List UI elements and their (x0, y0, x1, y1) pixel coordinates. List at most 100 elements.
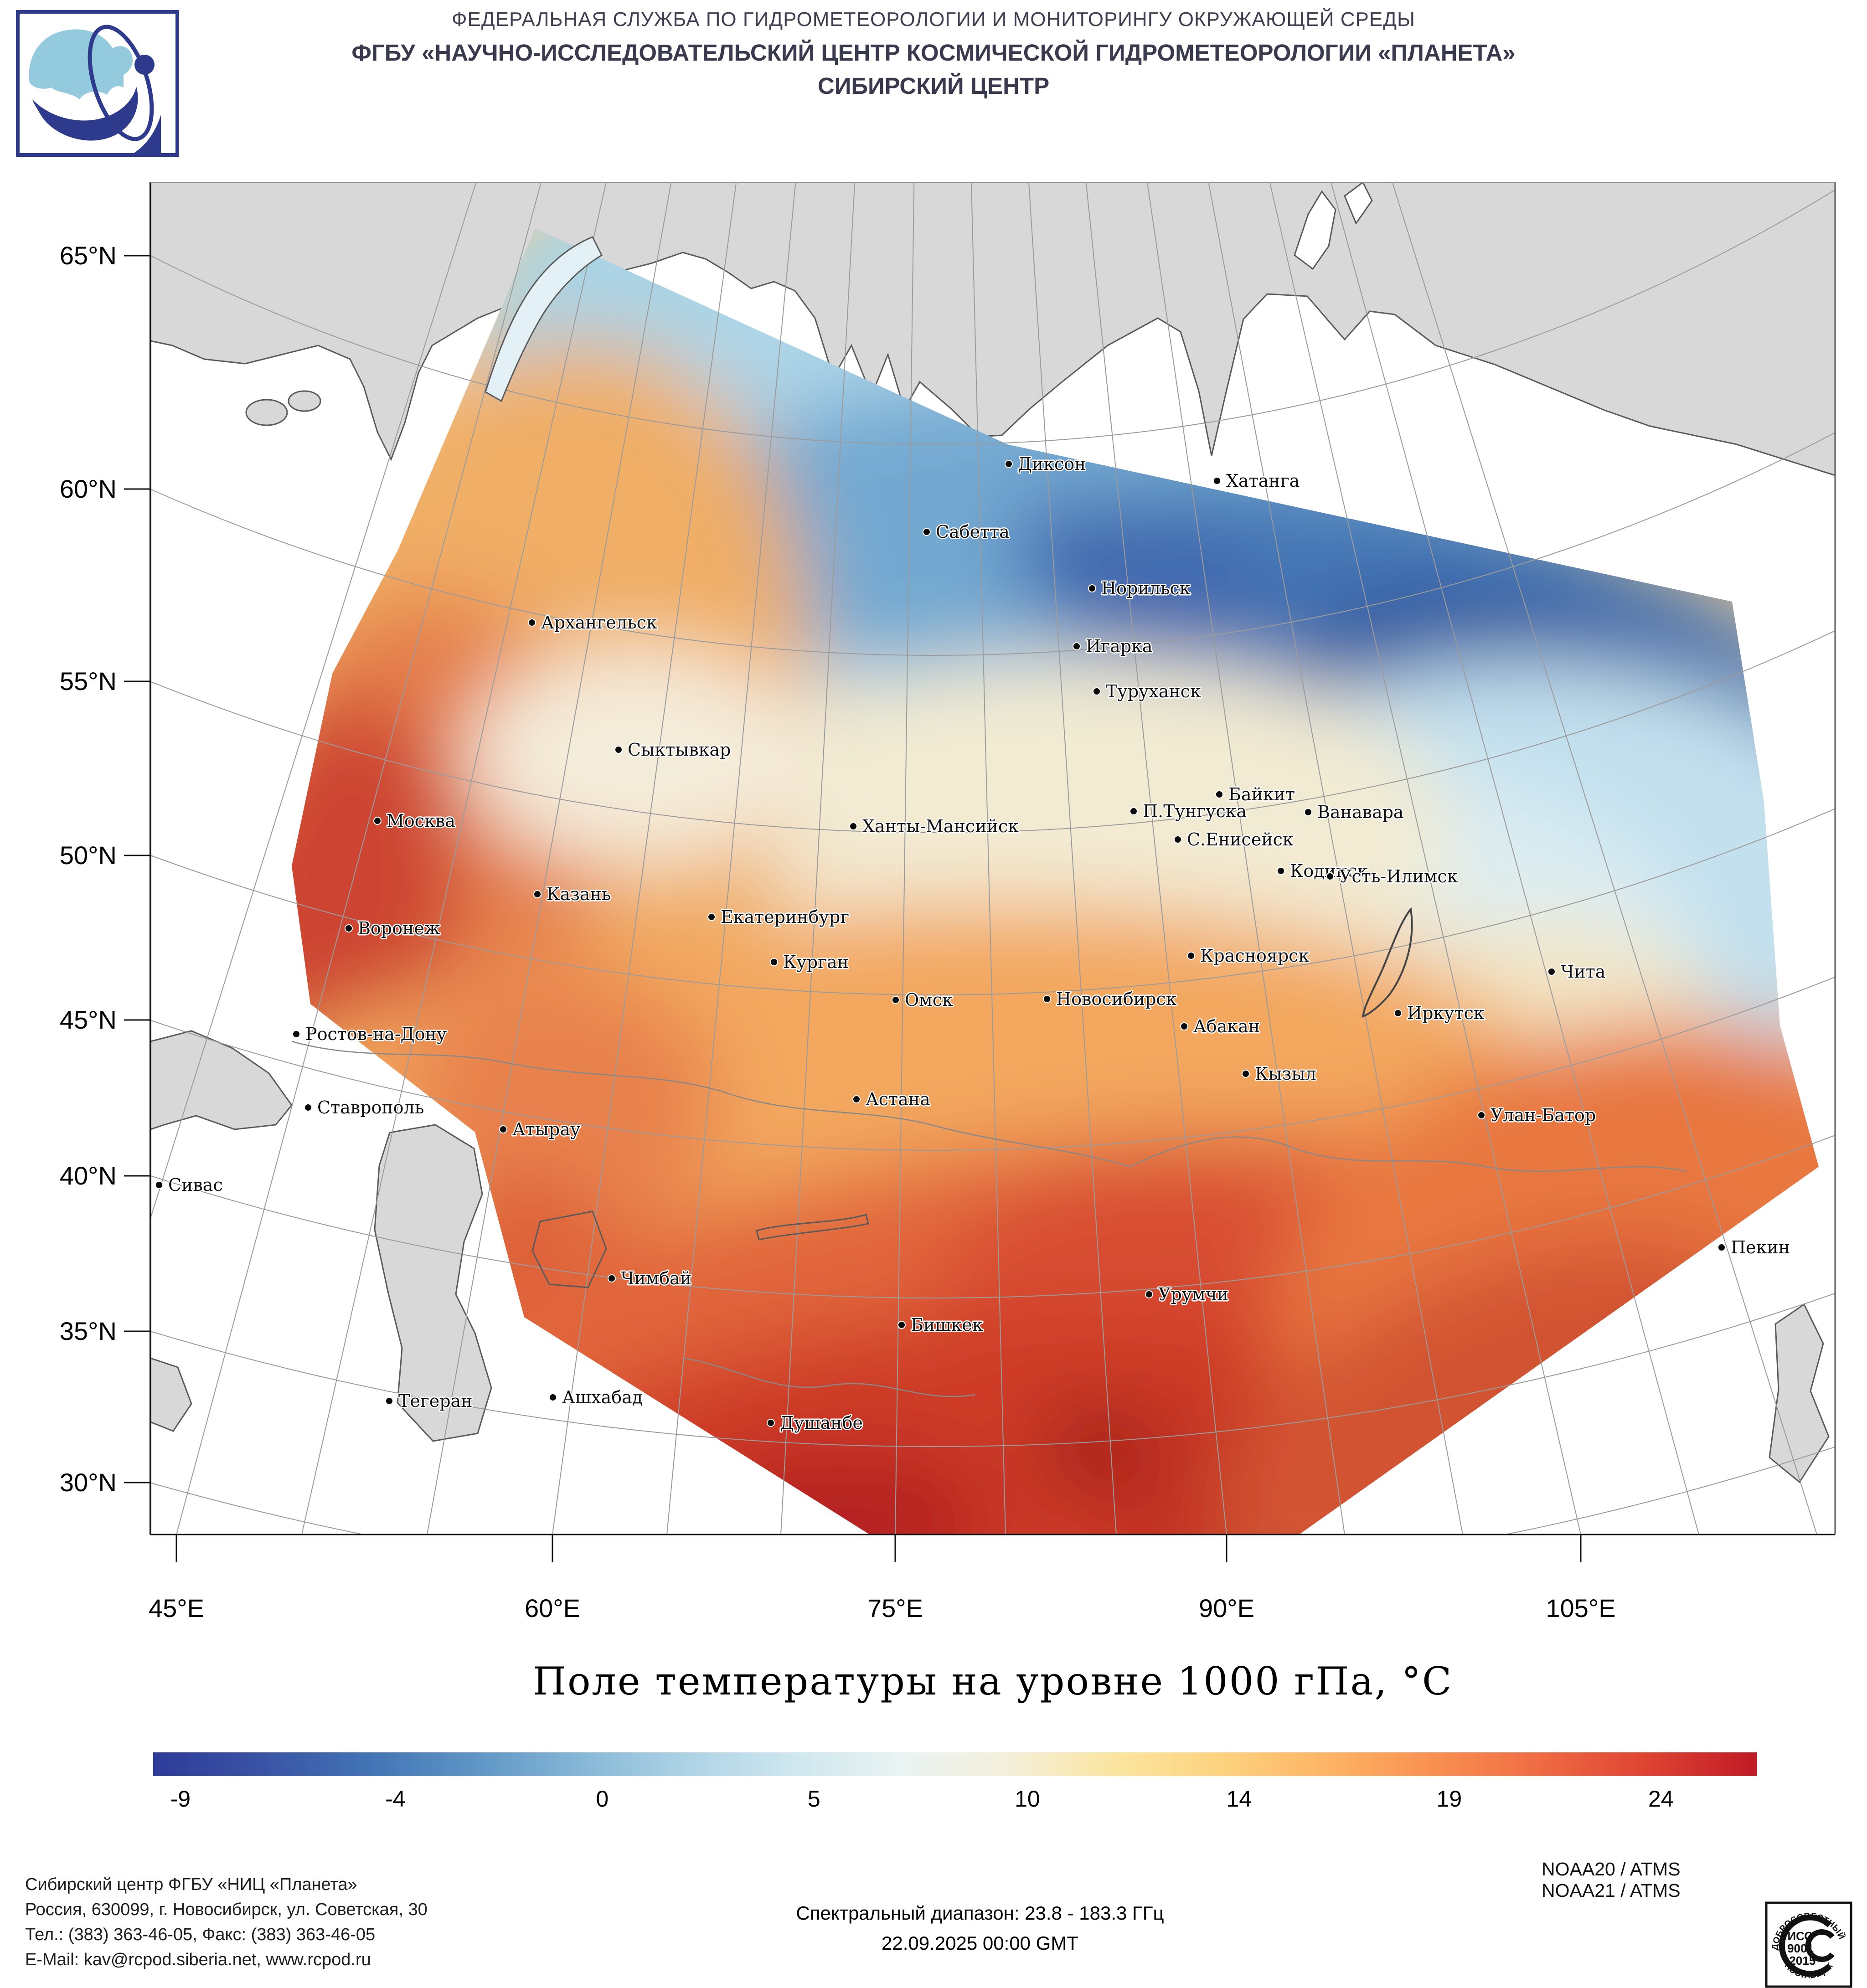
footer-satellite-line: NOAA20 / ATMS (1542, 1859, 1681, 1880)
footer-contact-line: Тел.: (383) 363-46-05, Факс: (383) 363-4… (25, 1925, 376, 1944)
colorbar-tick-label: 10 (1015, 1786, 1040, 1812)
city-label: Улан-Батор (1491, 1105, 1596, 1125)
meridian-line (1146, 182, 1345, 1535)
city-dot (1145, 1290, 1153, 1298)
city-dot (1547, 968, 1556, 976)
city-dot (614, 746, 623, 754)
city-label: Сыктывкар (628, 740, 731, 760)
longitude-label: 105°E (1546, 1594, 1615, 1622)
city-label: Ставрополь (317, 1097, 424, 1118)
city-label: Сивас (168, 1175, 223, 1195)
iso-badge-center-2: 9001 (1787, 1942, 1814, 1955)
colorbar-tick-label: 19 (1436, 1786, 1462, 1812)
city-label: Омск (905, 990, 953, 1010)
latitude-label: 55°N (60, 667, 117, 695)
city-dot (385, 1397, 393, 1405)
city-dot (892, 996, 900, 1004)
city-dot (1043, 995, 1051, 1003)
meridian-line (150, 182, 477, 1220)
city-dot (707, 913, 716, 921)
header-center-line: СИБИРСКИЙ ЦЕНТР (817, 73, 1050, 99)
city-dot (767, 1419, 775, 1427)
city-label: Байкит (1228, 784, 1295, 804)
city-label: Екатеринбург (721, 907, 849, 927)
city-dot (528, 618, 536, 627)
city-dot (923, 528, 931, 536)
meridian-line (1392, 182, 1817, 1535)
yellow-sea (1769, 1303, 1830, 1483)
city-label: Москва (387, 811, 455, 831)
colorbar-tick-label: -9 (170, 1786, 191, 1812)
meridian-line (427, 182, 672, 1535)
city-label: Чита (1561, 962, 1605, 982)
longitude-label: 60°E (525, 1594, 580, 1622)
logo-satellite-icon (134, 55, 155, 75)
mediterranean-corner (150, 1357, 192, 1432)
city-dot (1174, 835, 1182, 844)
header-org-line: ФГБУ «НАУЧНО-ИССЛЕДОВАТЕЛЬСКИЙ ЦЕНТР КОС… (351, 40, 1516, 66)
colorbar-tick-label: 5 (807, 1786, 820, 1812)
colorbar-tick-label: 0 (596, 1786, 609, 1812)
city-label: Тегеран (398, 1391, 473, 1411)
footer-contact-line: E-Mail: kav@rcpod.siberia.net, www.rcpod… (25, 1950, 371, 1969)
footer-spectral-block: Спектральный диапазон: 23.8 - 183.3 ГГц 2… (796, 1898, 1164, 1958)
meridian-line (176, 182, 542, 1535)
meridian-line (301, 182, 607, 1535)
header-service-line: ФЕДЕРАЛЬНАЯ СЛУЖБА ПО ГИДРОМЕТЕОРОЛОГИИ … (452, 8, 1415, 31)
city-dot (849, 822, 857, 830)
footer-satellite-line: NOAA21 / ATMS (1542, 1880, 1681, 1901)
iso-9001-badge: ДОБРОСОВЕСТНЫЙ ИСО 9001 -2015 ПОСТАВЩИК (1765, 1901, 1852, 1988)
iso-outer-c-icon (1779, 1914, 1832, 1977)
map-title: Поле температуры на уровне 1000 гПа, °C (532, 1659, 1453, 1704)
city-label: Красноярск (1200, 946, 1309, 966)
city-label: Бишкек (911, 1315, 983, 1335)
novaya-zemlya (485, 236, 603, 402)
city-dot (549, 1393, 557, 1401)
meridian-line (1085, 182, 1227, 1535)
logo-wave-icon (32, 87, 138, 141)
city-dot (292, 1030, 300, 1038)
city-dot (499, 1125, 507, 1133)
city-dot (1326, 872, 1334, 881)
latitude-label: 35°N (60, 1317, 117, 1345)
longitude-label: 75°E (867, 1594, 923, 1622)
city-label: Сабетта (936, 522, 1010, 542)
city-label: Хатанга (1226, 471, 1300, 491)
country-borders (291, 1040, 1687, 1397)
iso-badge-center-3: -2015 (1785, 1954, 1816, 1967)
colorbar-labels: -9 -4 0 5 10 14 19 24 (153, 1786, 1757, 1818)
city-label: Новосибирск (1056, 989, 1177, 1009)
city-label: Усть-Илимск (1339, 866, 1458, 886)
city-label: П.Тунгуска (1143, 801, 1247, 821)
colorbar-tick-label: 14 (1226, 1786, 1252, 1812)
meridian-line (895, 182, 915, 1535)
latitude-label: 65°N (60, 241, 117, 270)
footer-contact-line: Сибирский центр ФГБУ «НИЦ «Планета» (25, 1875, 357, 1894)
city-label: С.Енисейск (1187, 829, 1294, 850)
city-dot (155, 1181, 163, 1189)
city-dot (852, 1095, 861, 1103)
city-label: Иркутск (1407, 1003, 1485, 1023)
city-dot (1277, 867, 1285, 875)
city-dot (1129, 807, 1138, 815)
city-label: Чимбай (621, 1268, 691, 1288)
city-dot (1073, 642, 1081, 650)
footer-spectral-line: 22.09.2025 00:00 GMT (882, 1932, 1078, 1954)
city-dot (345, 924, 353, 932)
city-label: Абакан (1193, 1016, 1260, 1036)
city-dot (1180, 1022, 1188, 1030)
logo-orbit-icon (88, 25, 154, 141)
planeta-logo (16, 10, 179, 157)
meridian-line (780, 182, 856, 1535)
city-label: Архангельск (541, 613, 657, 633)
city-label: Астана (866, 1089, 930, 1109)
meridian-line (552, 182, 737, 1535)
city-dot (1005, 460, 1013, 468)
city-dot (1242, 1070, 1250, 1078)
caspian-sea (374, 1124, 492, 1442)
city-dot (1304, 808, 1312, 816)
city-label: Туруханск (1106, 681, 1201, 701)
city-label: Душанбе (780, 1413, 863, 1433)
footer-contact-block: Сибирский центр ФГБУ «НИЦ «Планета» Росси… (25, 1872, 428, 1973)
